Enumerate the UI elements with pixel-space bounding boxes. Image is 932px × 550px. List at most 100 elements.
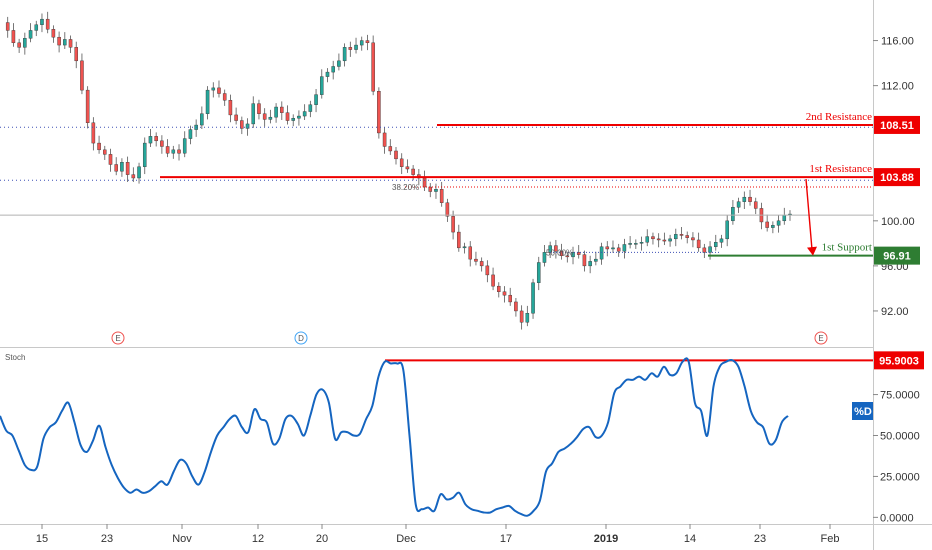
candle-body	[611, 247, 615, 250]
candle-body	[479, 261, 484, 267]
candle-body	[80, 60, 84, 91]
candle-body	[280, 106, 284, 113]
candle-body	[28, 30, 33, 39]
candle-body	[51, 29, 56, 38]
event-marker	[111, 331, 125, 345]
time-tick-label: 20	[316, 533, 328, 545]
candle-body	[325, 71, 330, 77]
candle-body	[531, 282, 535, 314]
candle-body	[645, 236, 650, 243]
candle-body	[491, 274, 495, 287]
candle-body	[354, 44, 358, 50]
candle-body	[622, 244, 627, 252]
candle-body	[68, 39, 73, 48]
candle-body	[114, 164, 118, 172]
candle-body	[97, 142, 101, 151]
candle-body	[131, 174, 136, 179]
price-tick-label: 116.00	[881, 36, 914, 48]
candle-body	[662, 239, 667, 242]
candle-body	[514, 301, 518, 312]
candle-body	[748, 196, 752, 202]
candle-body	[399, 158, 404, 167]
candle-body	[559, 251, 564, 256]
price-tick-label: 112.00	[881, 81, 914, 93]
price-tag-label: 108.51	[880, 120, 914, 132]
candle-body	[165, 146, 170, 154]
candle-body	[576, 252, 581, 255]
price-tick-label: 92.00	[881, 306, 909, 318]
candle-body	[405, 166, 410, 170]
candle-body	[211, 87, 216, 91]
candle-body	[679, 234, 684, 236]
candle-body	[388, 146, 393, 152]
candle-body	[394, 150, 398, 160]
level-label: 2nd Resistance	[806, 111, 872, 123]
stoch-axis: 75.0000 50.0000 25.0000 0.0000	[873, 390, 920, 524]
price-tag-label: 96.91	[883, 251, 911, 263]
level-label: 1st Resistance	[809, 163, 872, 175]
candle-body	[342, 47, 347, 62]
candle-body	[519, 310, 524, 323]
candle-body	[382, 132, 387, 147]
candle-body	[451, 216, 455, 233]
candle-body	[222, 93, 227, 101]
target-arrow-head	[807, 246, 817, 256]
candle-body	[228, 100, 233, 116]
candle-body	[565, 255, 570, 258]
level-label: 1st Support	[822, 242, 872, 254]
candle-body	[285, 112, 290, 121]
candle-body	[656, 238, 661, 241]
candle-body	[74, 47, 79, 62]
stoch-tick-label: 25.0000	[880, 471, 920, 483]
candle-body	[154, 136, 158, 142]
time-tick-label: 14	[684, 533, 696, 545]
candle-body	[554, 245, 558, 252]
candle-body	[685, 235, 689, 238]
fib-label: 50.00%	[546, 248, 573, 257]
candle-body	[731, 207, 735, 222]
candle-body	[234, 114, 238, 121]
candle-body	[348, 47, 353, 50]
event-marker-label: D	[298, 334, 304, 343]
candle-body	[765, 221, 769, 228]
candle-body	[434, 189, 438, 192]
candle-body	[262, 113, 267, 120]
stoch-level-tag-label: 95.9003	[879, 355, 919, 367]
time-tick-label: 23	[101, 533, 113, 545]
candle-body	[594, 258, 598, 262]
time-tick-label: Feb	[821, 533, 840, 545]
time-tick-label: Nov	[172, 533, 192, 545]
stoch-d-line	[0, 357, 789, 517]
time-tick-label: 17	[500, 533, 512, 545]
candle-body	[571, 252, 575, 258]
candle-body	[45, 18, 50, 30]
candle-body	[63, 39, 67, 46]
price-tag	[874, 168, 920, 187]
candle-body	[34, 24, 39, 31]
candle-body	[651, 236, 655, 240]
candle-body	[308, 104, 313, 112]
candle-body	[497, 285, 501, 292]
candle-body	[302, 111, 307, 117]
candle-body	[485, 265, 490, 276]
candle-body	[188, 129, 193, 139]
candle-body	[457, 231, 461, 249]
candle-body	[588, 261, 592, 267]
candle-body	[217, 87, 221, 94]
stoch-level-tag	[874, 351, 924, 370]
candle-body	[428, 186, 433, 192]
candle-body	[422, 177, 427, 188]
candle-body	[40, 18, 44, 25]
event-marker	[814, 331, 828, 345]
time-tick-label: Dec	[396, 533, 416, 545]
time-tick-label: 15	[36, 533, 48, 545]
candle-body	[753, 201, 758, 209]
candle-body	[782, 214, 787, 222]
candle-body	[268, 116, 273, 120]
candle-body	[103, 149, 107, 155]
time-tick-label: 2019	[594, 533, 618, 545]
time-axis: 15 23 Nov 12 20 Dec 17 2019 14 23 Feb	[36, 524, 840, 545]
candle-body	[85, 89, 90, 124]
candle-body	[274, 106, 278, 118]
